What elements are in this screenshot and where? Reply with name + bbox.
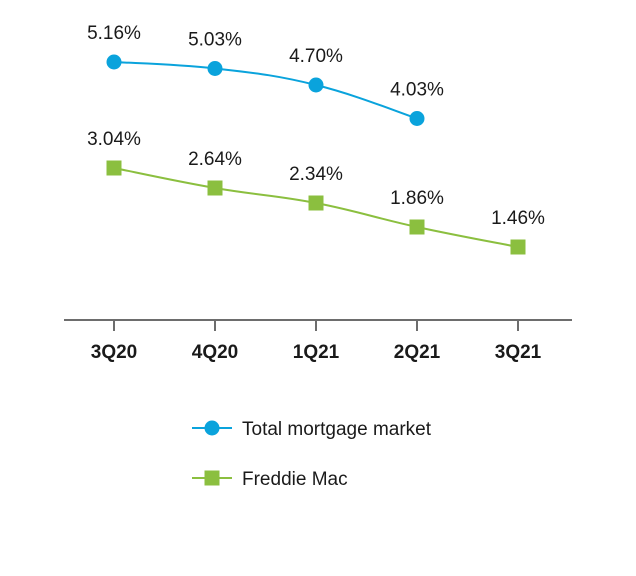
data-label: 1.46% (491, 208, 545, 229)
x-axis: 3Q20 4Q20 1Q21 2Q21 3Q21 (64, 319, 572, 363)
x-tick-label: 1Q21 (293, 342, 340, 363)
data-label: 3.04% (87, 129, 141, 150)
legend-square-marker (204, 470, 220, 486)
data-label: 4.70% (289, 46, 343, 67)
data-point (409, 219, 425, 235)
data-label: 5.16% (87, 23, 141, 44)
data-point (409, 111, 425, 126)
legend-item-total-mortgage-market: Total mortgage market (192, 419, 432, 440)
data-label: 2.34% (289, 164, 343, 185)
legend: Total mortgage market Freddie Mac (192, 419, 432, 490)
data-label: 1.86% (390, 188, 444, 209)
legend-label: Freddie Mac (242, 469, 348, 490)
legend-item-freddie-mac: Freddie Mac (192, 469, 348, 490)
x-tick-label: 3Q20 (91, 342, 137, 363)
data-point (106, 54, 122, 70)
series-line (113, 61, 418, 120)
data-label: 4.03% (390, 80, 444, 101)
series-layer: 5.16% 5.03% 4.70% 4.03% 3.04% 2.64% 2.34% 1.86%… (87, 23, 545, 255)
data-point (510, 239, 526, 255)
series-total-mortgage-market: 5.16% 5.03% 4.70% 4.03% (87, 23, 444, 126)
series-freddie-mac: 3.04% 2.64% 2.34% 1.86% 1.46% (87, 129, 545, 255)
data-point (207, 61, 223, 76)
data-label: 2.64% (188, 149, 242, 170)
data-point (308, 195, 324, 211)
x-tick-label: 2Q21 (394, 342, 441, 363)
data-point (308, 77, 324, 93)
x-tick-label: 3Q21 (495, 342, 542, 363)
x-tick-label: 4Q20 (192, 342, 238, 363)
legend-circle-marker (204, 420, 220, 436)
data-label: 5.03% (188, 30, 242, 51)
legend-label: Total mortgage market (242, 419, 432, 440)
data-point (207, 180, 223, 196)
data-point (106, 160, 122, 176)
